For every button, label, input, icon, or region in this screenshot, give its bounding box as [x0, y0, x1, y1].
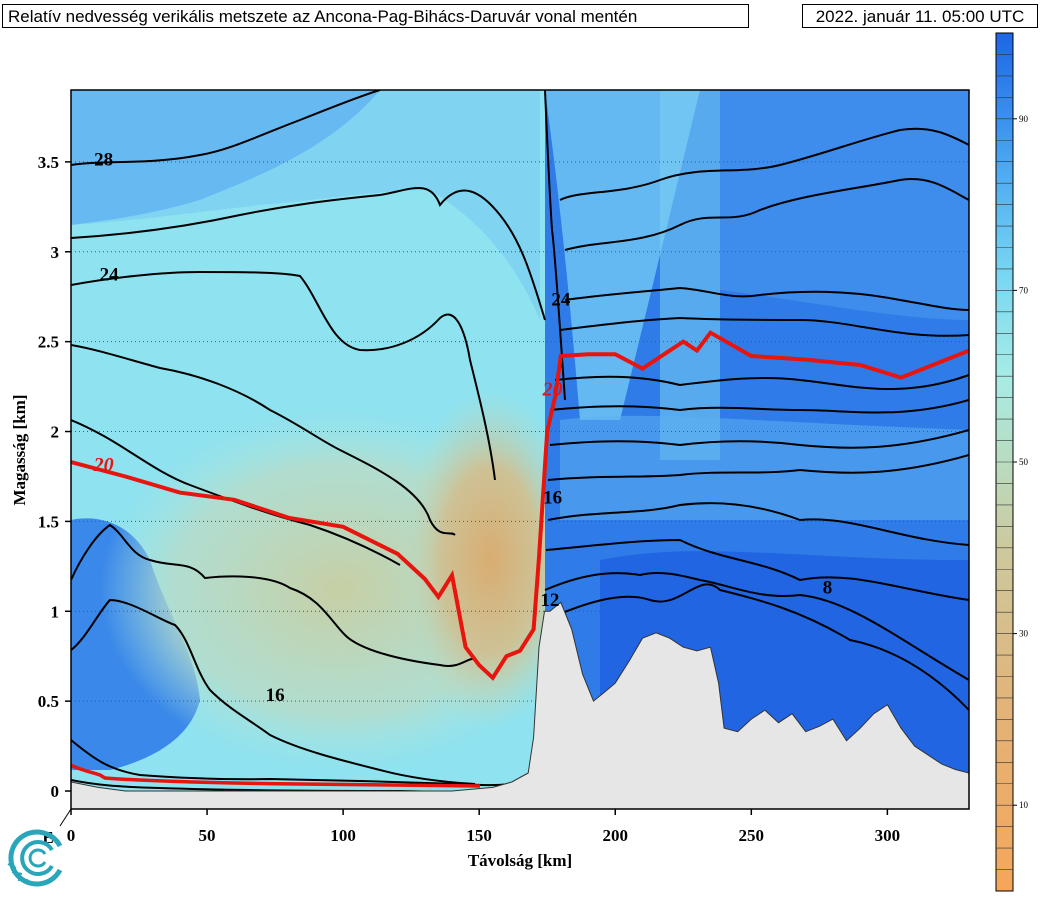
- contour-label: 8: [823, 577, 833, 598]
- colorbar-tick-label: 70: [1019, 285, 1029, 295]
- isotherm-20-line: [71, 330, 969, 681]
- colorbar-tick-label: 10: [1019, 800, 1029, 810]
- y-tick-label: 0: [51, 782, 60, 801]
- y-tick-label: 3: [51, 243, 60, 262]
- y-tick-label: 2.5: [38, 333, 59, 352]
- chart-title: Relatív nedvesség verikális metszete az …: [2, 4, 749, 28]
- moist-band-mid-east: [560, 415, 969, 520]
- contour-labels: 28 24 20 16 24 20 16 12 8: [93, 149, 833, 706]
- x-axis-ticks: 0 50 100 150 200 250 300: [67, 809, 900, 845]
- y-axis-ticks: 0 0.5 1 1.5 2 2.5 3 3.5: [38, 153, 71, 801]
- x-tick-label: 300: [875, 826, 901, 845]
- terrain-profile: [71, 601, 969, 809]
- x-tick-label: 150: [466, 826, 492, 845]
- moist-region-upper-mid: [71, 90, 540, 320]
- contour-label: 24: [551, 290, 571, 311]
- colorbar-tick-label: 90: [1019, 114, 1029, 124]
- x-axis-start-label: E: [42, 828, 53, 847]
- contour-label: 12: [540, 590, 559, 611]
- x-tick-label: 200: [602, 826, 628, 845]
- grid-lines: [71, 161, 969, 792]
- isotherm-20-surface-line: [71, 763, 481, 788]
- contour-label: 24: [100, 265, 120, 286]
- y-tick-label: 0.5: [38, 692, 59, 711]
- y-tick-label: 2: [51, 423, 60, 442]
- dry-region-core: [400, 390, 580, 730]
- met-service-logo: [7, 829, 63, 887]
- contour-label: 16: [266, 685, 285, 706]
- y-tick-label: 1.5: [38, 512, 59, 531]
- moist-region-upper-left: [71, 90, 380, 225]
- colorbar-tick-label: 50: [1019, 457, 1029, 467]
- axis-origin-tick: [59, 808, 72, 827]
- contour-label: 20: [93, 454, 114, 476]
- y-axis-title: Magasság [km]: [10, 395, 29, 506]
- x-tick-label: 50: [199, 826, 216, 845]
- colorbar-ticks: 10 30 50 70 90: [1013, 114, 1029, 810]
- contour-label: 28: [94, 149, 113, 170]
- x-axis-title: Távolság [km]: [468, 851, 572, 870]
- colorbar-minor-ticks: [996, 54, 1013, 870]
- x-tick-label: 250: [739, 826, 765, 845]
- plot-frame: [70, 89, 970, 810]
- chart-datetime: 2022. január 11. 05:00 UTC: [802, 4, 1038, 28]
- colorbar: 10 30 50 70 90: [995, 32, 1029, 892]
- x-tick-label: 0: [67, 826, 76, 845]
- colorbar-tick-label: 30: [1019, 629, 1029, 639]
- y-tick-label: 1: [51, 602, 60, 621]
- x-tick-label: 100: [330, 826, 356, 845]
- y-tick-label: 3.5: [38, 153, 59, 172]
- contour-label: 20: [542, 379, 563, 401]
- moist-column-light: [660, 90, 720, 460]
- moist-region-east-top: [720, 90, 969, 320]
- contour-label: 16: [543, 487, 562, 508]
